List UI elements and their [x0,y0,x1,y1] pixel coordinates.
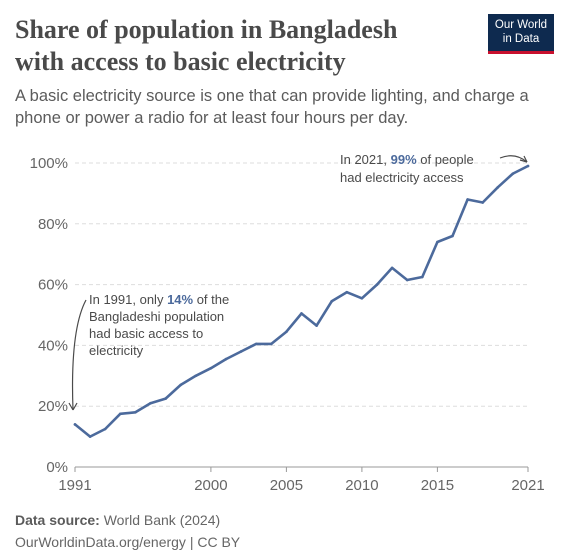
data-point[interactable] [149,401,152,405]
gridlines [75,162,528,468]
data-point[interactable] [300,312,303,315]
data-point[interactable] [73,423,77,426]
data-point[interactable] [88,435,92,438]
y-tick-label: 0% [46,459,68,476]
data-point[interactable] [375,283,379,286]
annotation-start-line4: electricity [89,343,144,358]
y-tick-label: 100% [30,155,68,172]
data-point[interactable] [526,164,530,168]
data-point[interactable] [436,240,439,244]
data-point[interactable] [103,427,107,431]
x-tick-label: 2021 [511,477,544,494]
owid-logo[interactable]: Our World in Data [488,14,554,54]
y-tick-label: 80% [38,216,68,233]
data-source-label: Data source: [15,512,100,528]
data-point[interactable] [315,324,318,327]
annotations: In 2021, 99% of people had electricity a… [68,152,528,411]
logo-line1: Our World [494,19,548,31]
chart-subtitle: A basic electricity source is one that c… [15,87,529,127]
chart-title-line1: Share of population in Bangladesh [15,15,398,44]
annotation-end-arrowhead [519,155,528,163]
data-point[interactable] [481,201,485,204]
logo-line2: in Data [502,33,540,45]
data-point[interactable] [285,330,288,334]
data-point[interactable] [421,275,424,279]
data-point[interactable] [511,172,515,175]
annotation-start-line1: In 1991, only 14% of the [89,292,229,307]
x-axis: 1991 2000 2005 2010 2015 2021 [58,467,545,494]
annotation-start-line2: Bangladeshi population [89,309,224,324]
y-tick-label: 20% [38,398,68,415]
data-point[interactable] [360,296,364,300]
data-point[interactable] [179,383,182,387]
series-layer [73,164,530,438]
chart-title: Share of population in Bangladesh with a… [15,14,465,78]
data-source: Data source: World Bank (2024) [15,512,220,528]
y-tick-label: 40% [38,337,68,354]
data-point[interactable] [345,290,349,294]
x-tick-label: 2010 [345,477,378,494]
x-tick-label: 1991 [58,477,91,494]
data-point[interactable] [239,350,243,353]
data-point[interactable] [209,366,213,370]
data-point[interactable] [451,234,454,238]
y-tick-label: 60% [38,277,68,294]
data-point[interactable] [134,410,137,414]
annotation-start-arrowhead [68,402,78,411]
data-point[interactable] [224,357,228,361]
data-point[interactable] [496,186,500,189]
data-point[interactable] [466,198,469,201]
annotation-end-line2: had electricity access [340,170,464,185]
data-point[interactable] [119,412,122,416]
footer-credit[interactable]: OurWorldinData.org/energy | CC BY [15,534,241,550]
data-point[interactable] [270,342,273,346]
data-point[interactable] [194,374,198,378]
chart-title-line2: with access to basic electricity [15,47,346,76]
data-point[interactable] [254,342,258,346]
data-point[interactable] [405,278,409,282]
annotation-start-line3: had basic access to [89,326,203,341]
x-tick-label: 2000 [194,477,227,494]
data-point[interactable] [330,300,334,303]
data-point[interactable] [390,266,394,270]
y-axis: 0% 20% 40% 60% 80% 100% [30,155,68,476]
x-tick-label: 2015 [421,477,454,494]
x-tick-label: 2005 [270,477,303,494]
annotation-start-arrow [71,299,87,411]
data-point[interactable] [164,397,167,400]
annotation-end-arrow [499,155,528,163]
annotation-end-line1: In 2021, 99% of people [340,152,474,167]
data-source-value: World Bank (2024) [103,512,221,528]
